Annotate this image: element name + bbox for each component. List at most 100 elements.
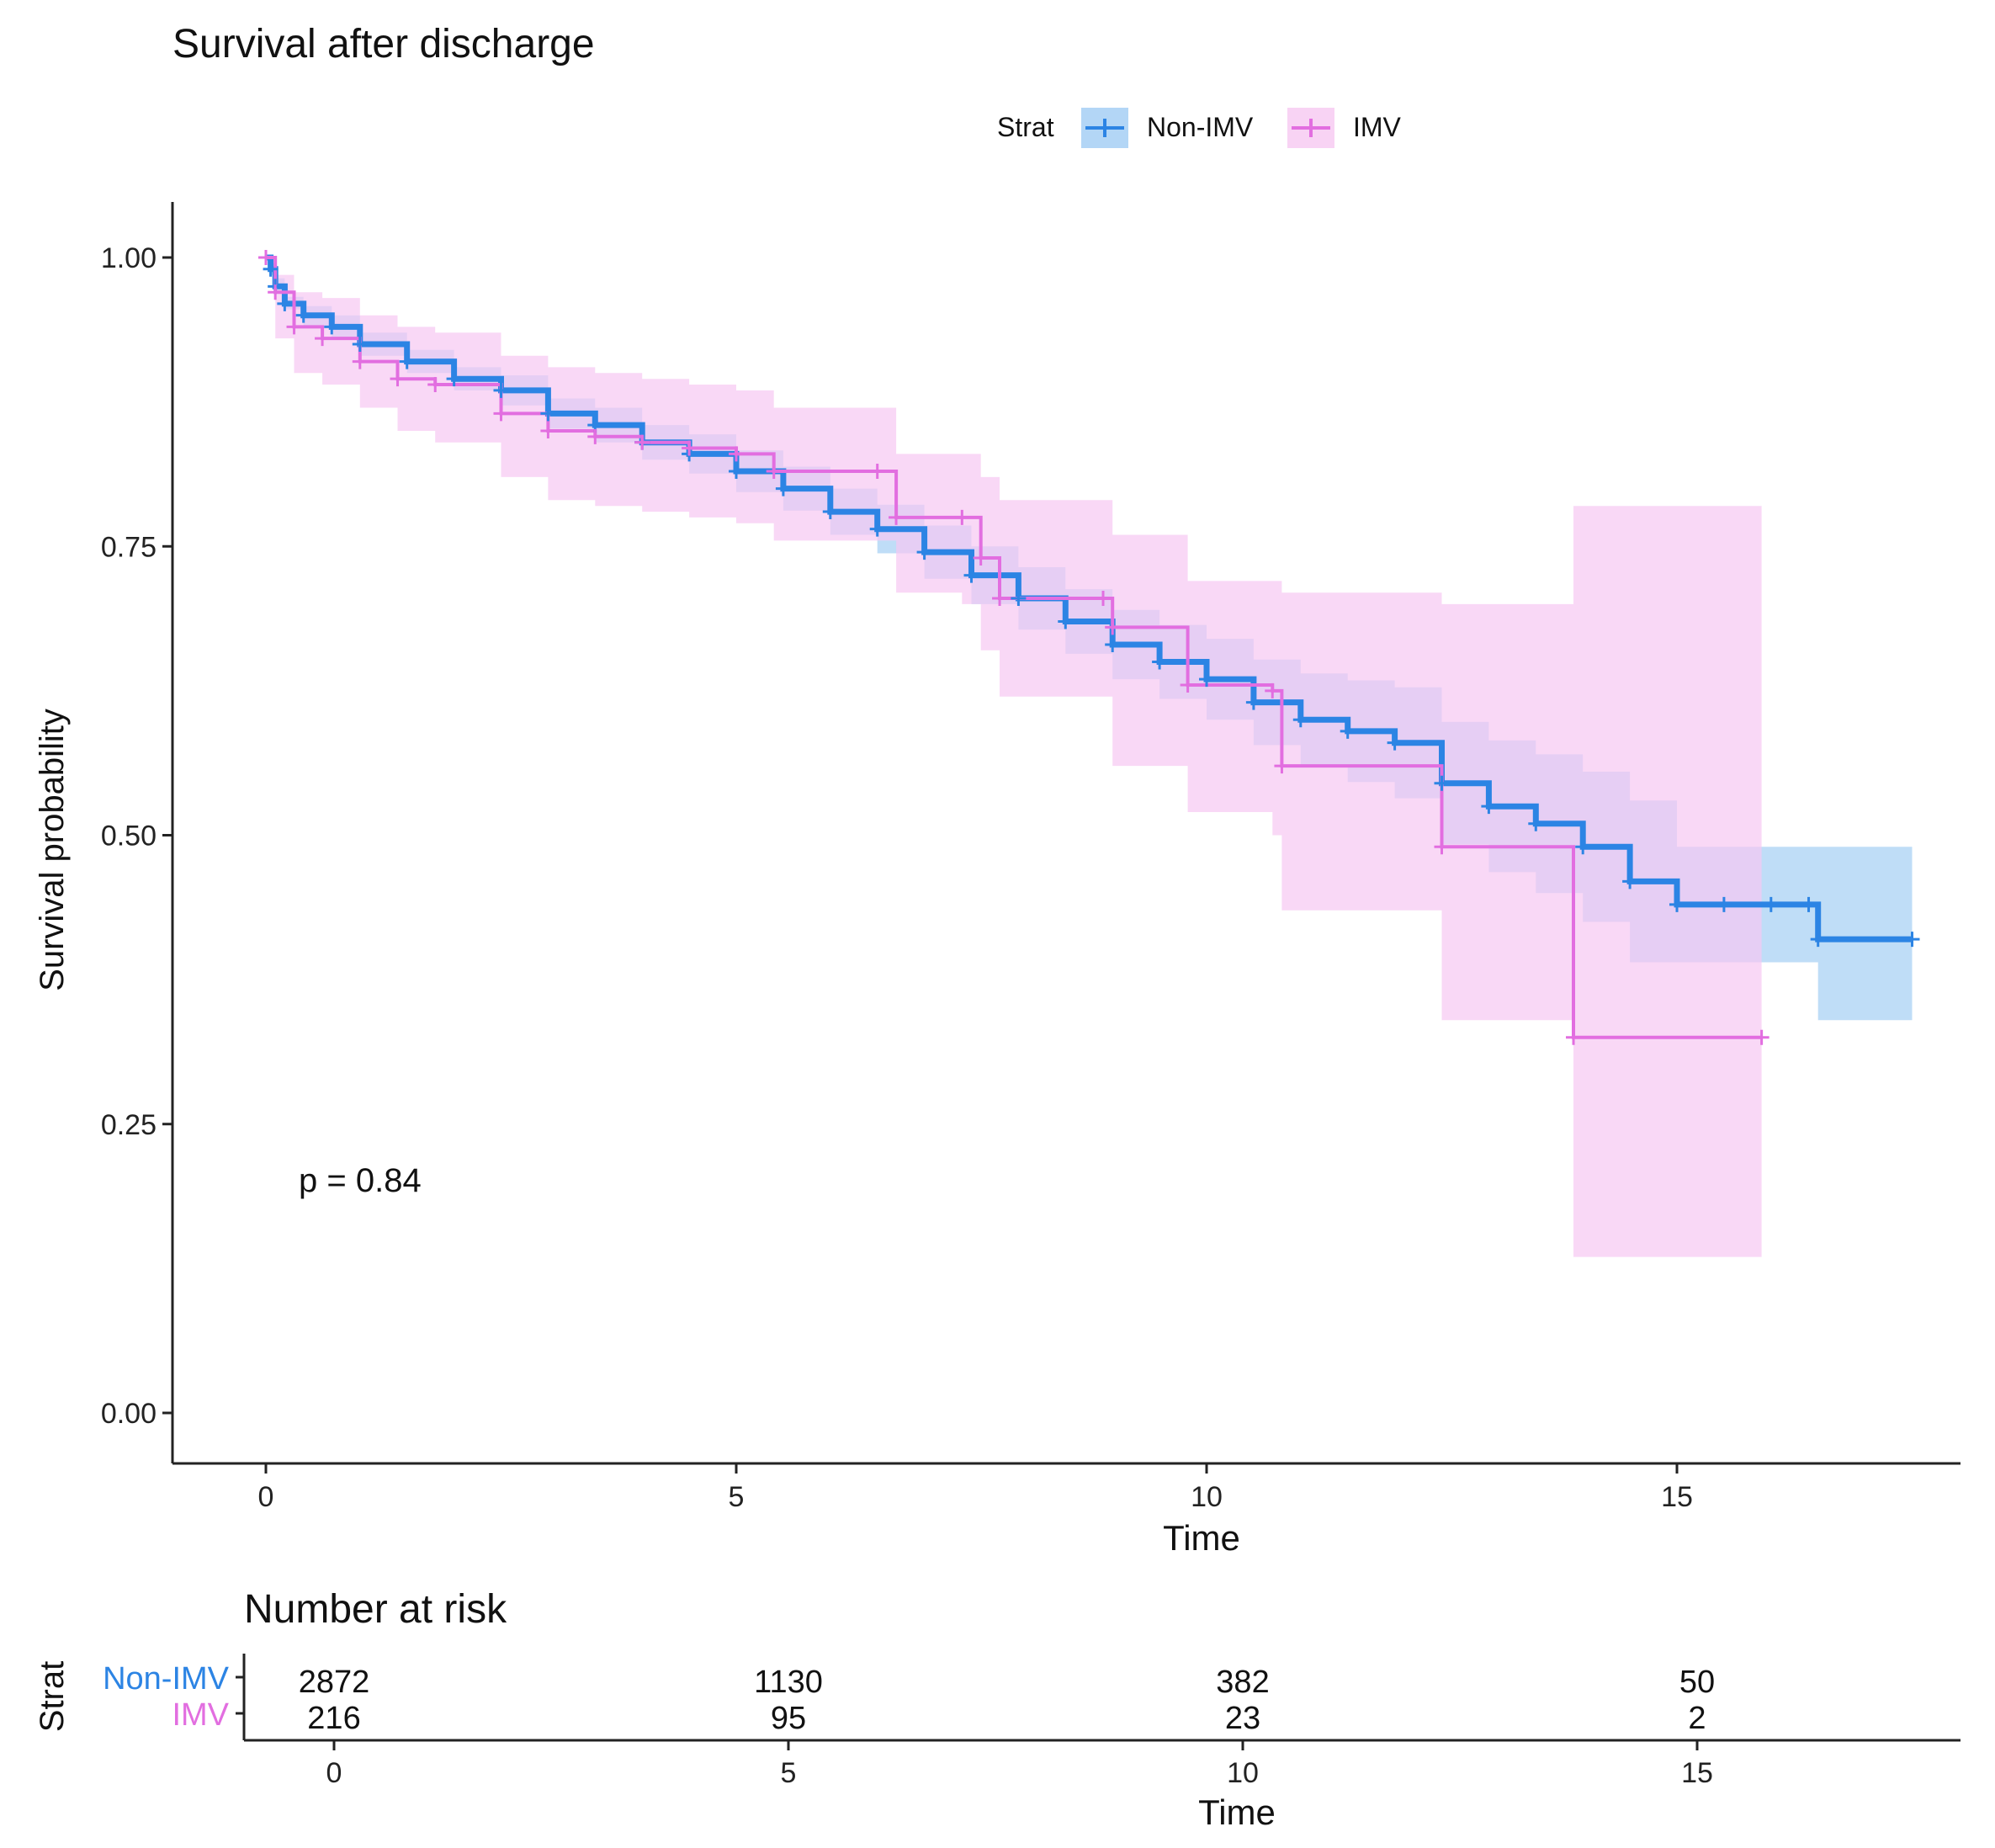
censor-mark-imv [493,406,509,422]
y-tick-label: 0.75 [101,531,157,563]
legend-label-imv: IMV [1353,112,1402,142]
censor-mark-non-imv [1387,735,1403,751]
censor-marks [258,250,1920,1045]
censor-mark-non-imv [822,504,838,520]
censor-mark-imv [954,509,970,525]
censor-mark-imv [315,331,331,347]
legend: Strat Non-IMV IMV [997,108,1402,148]
censor-mark-imv [352,353,368,369]
censor-mark-non-imv [399,353,415,369]
y-tick-label: 1.00 [101,242,157,274]
confidence-bands [266,258,1913,1257]
censor-mark-imv [540,422,556,438]
risk-count-imv: 23 [1225,1701,1260,1736]
x-ticks: 0 5 10 15 [258,1463,1693,1513]
censor-mark-imv [587,428,603,444]
censor-mark-non-imv [1292,712,1308,728]
legend-label-non-imv: Non-IMV [1147,112,1254,142]
censor-mark-imv [973,550,989,566]
legend-title: Strat [997,112,1054,142]
censor-mark-imv [286,319,302,335]
censor-mark-non-imv [1434,775,1450,791]
x-tick-label: 10 [1191,1481,1223,1513]
risk-table: Non-IMV 2872 1130 382 50 IMV 216 95 23 2 0 5 10 15 [103,1661,1715,1789]
risk-x-axis-label: Time [1198,1792,1276,1832]
censor-mark-non-imv [1716,896,1732,912]
censor-mark-non-imv [277,295,293,311]
censor-mark-imv [1096,591,1112,607]
censor-mark-non-imv [1669,896,1685,912]
censor-mark-non-imv [1904,932,1920,948]
censor-mark-non-imv [493,382,509,398]
censor-mark-non-imv [352,336,368,352]
censor-mark-imv [390,371,406,387]
censor-mark-imv [258,250,273,265]
x-tick-label: 0 [258,1481,274,1513]
censor-mark-non-imv [324,319,340,335]
censor-mark-non-imv [540,406,556,422]
x-axis-label: Time [1163,1518,1240,1558]
risk-row-label-imv: IMV [172,1697,229,1733]
y-axis-label: Survival probability [34,709,71,991]
censor-mark-non-imv [263,261,279,277]
legend-key-non-imv [1081,108,1128,148]
censor-mark-non-imv [1801,896,1817,912]
y-tick-label: 0.25 [101,1109,157,1141]
risk-count-non-imv: 2872 [299,1665,370,1700]
censor-mark-non-imv [1528,815,1544,831]
y-ticks: 0.00 0.25 0.50 0.75 1.00 [101,242,172,1430]
censor-mark-non-imv [869,521,885,537]
censor-mark-non-imv [1058,613,1074,629]
risk-count-non-imv: 382 [1216,1665,1269,1700]
censor-mark-non-imv [1481,799,1497,815]
censor-mark-non-imv [1575,839,1591,855]
censor-mark-imv [766,464,782,480]
censor-mark-imv [1754,1029,1770,1045]
censor-mark-imv [268,284,284,300]
censor-mark-imv [1434,839,1450,855]
censor-mark-non-imv [729,464,744,480]
censor-mark-non-imv [1763,896,1779,912]
risk-count-imv: 2 [1688,1701,1706,1736]
censor-mark-non-imv [1245,694,1261,710]
censor-mark-imv [682,440,698,456]
p-value-annotation: p = 0.84 [299,1162,422,1199]
censor-mark-imv [1274,758,1290,774]
y-tick-label: 0.00 [101,1398,157,1430]
risk-count-non-imv: 50 [1679,1665,1715,1700]
censor-mark-imv [729,446,744,462]
risk-x-tick-label: 10 [1227,1757,1259,1789]
risk-count-imv: 95 [771,1701,806,1736]
censor-mark-imv [634,434,650,450]
censor-mark-non-imv [1340,723,1356,739]
censor-mark-non-imv [1011,591,1027,607]
legend-key-imv [1287,108,1334,148]
chart-title: Survival after discharge [172,22,595,66]
risk-count-non-imv: 1130 [754,1665,823,1700]
risk-table-y-label: Strat [34,1661,71,1732]
x-tick-label: 15 [1661,1481,1693,1513]
censor-mark-non-imv [1199,672,1214,688]
censor-mark-non-imv [916,544,932,560]
censor-mark-non-imv [1810,932,1826,948]
censor-mark-non-imv [446,371,462,387]
censor-mark-non-imv [963,567,979,583]
ci-band-imv [266,258,1762,1257]
censor-mark-imv [1180,677,1196,693]
censor-mark-imv [1265,682,1281,698]
risk-x-tick-label: 0 [326,1757,342,1789]
censor-mark-imv [1105,619,1121,635]
censor-mark-non-imv [1105,636,1121,652]
x-tick-label: 5 [729,1481,745,1513]
censor-mark-non-imv [1152,654,1168,670]
censor-mark-non-imv [775,481,791,497]
risk-row-label-non-imv: Non-IMV [103,1661,230,1697]
risk-x-tick-label: 5 [781,1757,797,1789]
censor-mark-imv [869,464,885,480]
censor-mark-imv [992,591,1008,607]
censor-mark-imv [1566,1029,1582,1045]
censor-mark-imv [889,509,905,525]
risk-count-imv: 216 [307,1701,360,1736]
risk-x-tick-label: 15 [1681,1757,1713,1789]
